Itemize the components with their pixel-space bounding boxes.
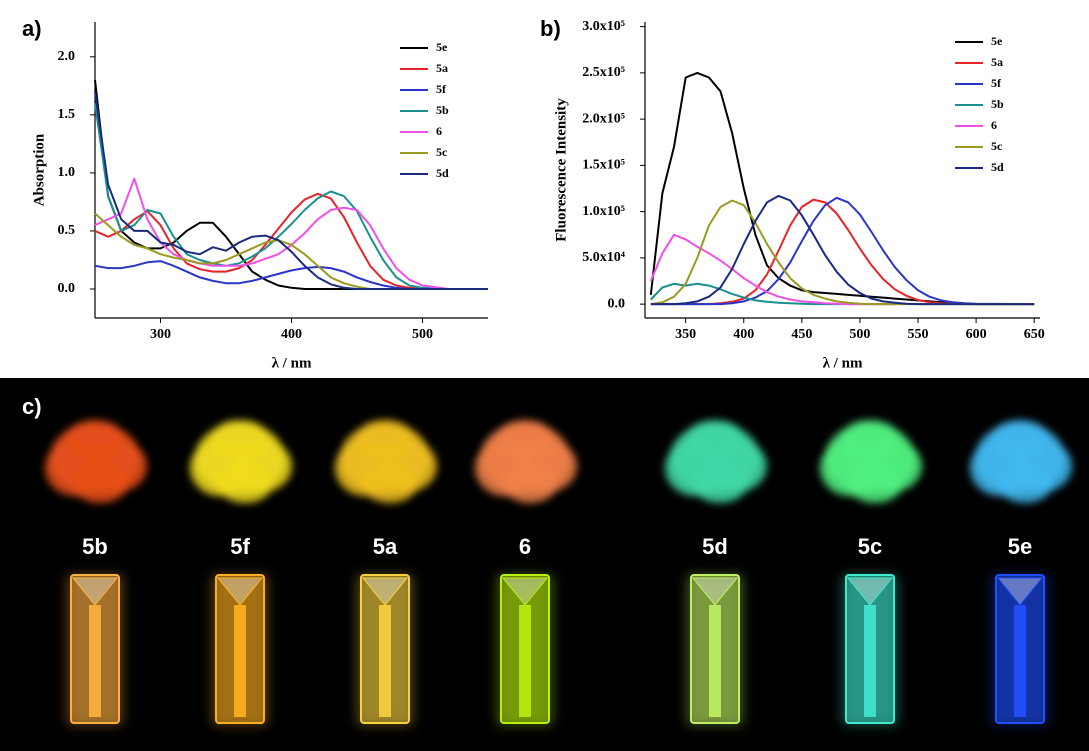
y-tick-label: 3.0x10⁵: [582, 19, 625, 34]
cuvette-channel: [379, 605, 391, 717]
y-tick-label: 0.0: [58, 281, 76, 296]
x-tick-label: 400: [281, 327, 302, 342]
panel-label: a): [22, 16, 42, 41]
powder: [820, 420, 922, 503]
powder: [970, 420, 1072, 503]
sample-label: 6: [519, 534, 531, 559]
powder-blob: [997, 463, 1053, 503]
cuvette-top: [501, 577, 549, 606]
powder-blob: [502, 463, 558, 503]
legend-label: 5b: [436, 103, 449, 117]
y-tick-label: 2.0x10⁵: [582, 111, 625, 126]
cuvette-top: [691, 577, 739, 606]
powder-blob: [355, 420, 415, 460]
powder-blob: [692, 463, 748, 503]
powder-blob: [210, 420, 270, 460]
cuvette-top: [216, 577, 264, 606]
data-line: [650, 196, 1035, 306]
data-line: [94, 177, 488, 290]
y-tick-label: 2.5x10⁵: [582, 65, 625, 80]
cuvette-top: [846, 577, 894, 606]
legend-label: 5f: [436, 82, 447, 96]
y-tick-label: 0.0: [608, 296, 626, 311]
x-tick-label: 500: [412, 327, 433, 342]
cuvette-channel: [709, 605, 721, 717]
y-tick-label: 5.0x10⁴: [582, 250, 626, 265]
sample-label: 5d: [702, 534, 728, 559]
cuvette-channel: [1014, 605, 1026, 717]
cuvette-channel: [89, 605, 101, 717]
legend-label: 5e: [991, 34, 1003, 48]
legend-label: 5d: [436, 166, 449, 180]
powder-blob: [65, 420, 125, 460]
chart-background: [0, 0, 1089, 376]
y-tick-label: 1.5x10⁵: [582, 158, 625, 173]
x-tick-label: 350: [675, 327, 696, 342]
legend-label: 5c: [991, 139, 1003, 153]
legend-label: 5f: [991, 76, 1002, 90]
legend-label: 6: [436, 124, 442, 138]
legend-label: 5a: [436, 61, 448, 75]
x-tick-label: 450: [791, 327, 812, 342]
cuvette-channel: [519, 605, 531, 717]
legend-label: 5d: [991, 160, 1004, 174]
sample-label: 5f: [230, 534, 250, 559]
legend-label: 5a: [991, 55, 1003, 69]
legend-label: 5e: [436, 40, 448, 54]
x-tick-label: 400: [733, 327, 754, 342]
powder-blob: [990, 420, 1050, 460]
y-axis-label: Absorption: [31, 133, 47, 206]
cuvette-top: [361, 577, 409, 606]
y-tick-label: 2.0: [58, 49, 76, 64]
x-tick-label: 550: [908, 327, 929, 342]
cuvette-top: [71, 577, 119, 606]
powder-blob: [840, 420, 900, 460]
powder: [665, 420, 767, 503]
cuvette-channel: [234, 605, 246, 717]
cuvette-top: [996, 577, 1044, 606]
y-tick-label: 0.5: [58, 223, 76, 238]
powder: [45, 420, 147, 503]
x-axis-label: λ / nm: [823, 355, 863, 371]
powder: [335, 420, 437, 503]
powder-blob: [72, 463, 128, 503]
y-axis-label: Fluorescence Intensity: [553, 98, 569, 242]
sample-label: 5c: [858, 534, 882, 559]
y-tick-label: 1.5: [58, 107, 76, 122]
powder-blob: [362, 463, 418, 503]
powder-blob: [217, 463, 273, 503]
panel-label: b): [540, 16, 561, 41]
panel-label: c): [22, 394, 42, 419]
x-axis-label: λ / nm: [272, 355, 312, 371]
data-line: [94, 103, 488, 290]
sample-label: 5e: [1008, 534, 1032, 559]
powder-blob: [847, 463, 903, 503]
x-tick-label: 300: [150, 327, 171, 342]
y-tick-label: 1.0x10⁵: [582, 204, 625, 219]
sample-label: 5b: [82, 534, 108, 559]
x-tick-label: 650: [1024, 327, 1045, 342]
cuvette-channel: [864, 605, 876, 717]
legend-label: 6: [991, 118, 997, 132]
x-tick-label: 600: [966, 327, 987, 342]
y-tick-label: 1.0: [58, 165, 76, 180]
data-line: [94, 192, 488, 290]
x-tick-label: 500: [849, 327, 870, 342]
powder: [190, 420, 292, 503]
powder-blob: [685, 420, 745, 460]
legend-label: 5c: [436, 145, 448, 159]
data-line: [94, 91, 488, 290]
powder: [475, 420, 577, 503]
sample-label: 5a: [373, 534, 398, 559]
data-line: [650, 194, 1035, 306]
data-line: [94, 260, 488, 290]
powder-blob: [495, 420, 555, 460]
legend-label: 5b: [991, 97, 1004, 111]
